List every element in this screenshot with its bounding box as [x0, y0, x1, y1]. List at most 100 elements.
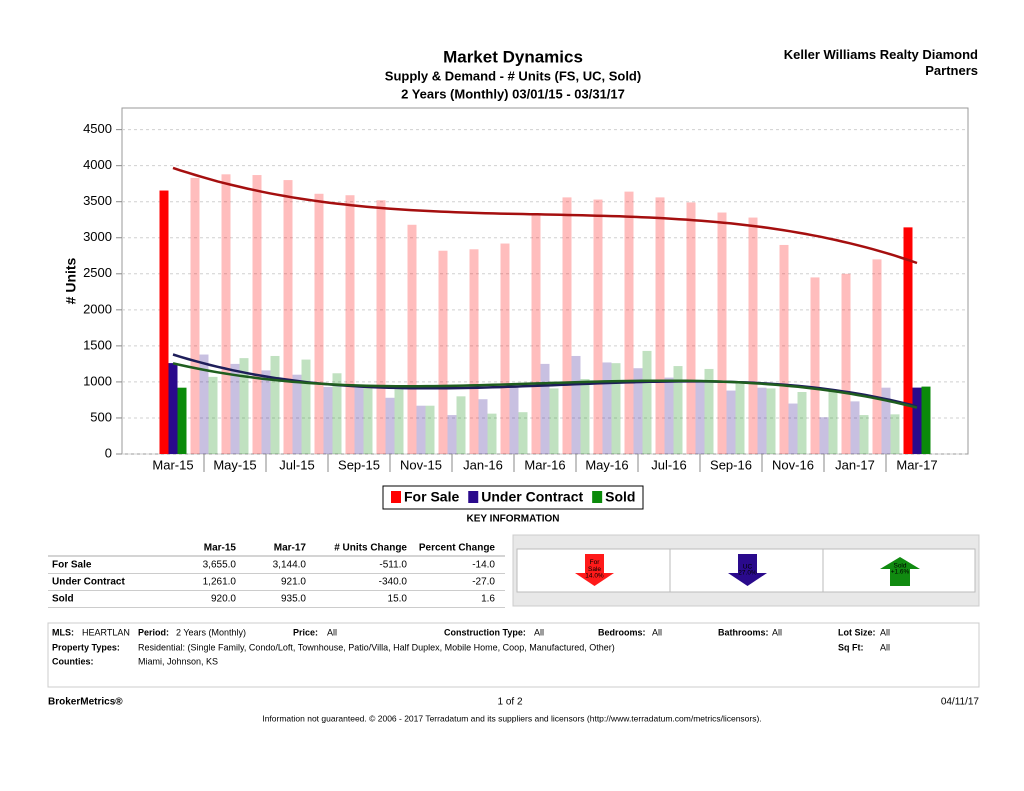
bar — [593, 199, 603, 454]
bar — [190, 177, 200, 454]
criteria-value: HEARTLAN — [82, 627, 130, 637]
y-tick-label: 3500 — [83, 193, 112, 208]
bar — [695, 380, 705, 454]
x-tick-label: Mar-15 — [152, 457, 193, 472]
criteria-label: Period: — [138, 627, 169, 637]
bar — [903, 227, 913, 454]
bar — [425, 405, 435, 454]
table-cell: 1,261.0 — [203, 577, 237, 588]
arrow-down — [728, 554, 767, 586]
brand: BrokerMetrics® — [48, 697, 123, 708]
criteria-label: Price: — [293, 627, 318, 637]
x-tick-label: May-16 — [585, 457, 628, 472]
trend-line — [172, 362, 918, 409]
bar — [478, 399, 488, 454]
bar — [571, 355, 581, 454]
bar — [611, 363, 621, 454]
x-tick-label: Sep-16 — [710, 457, 752, 472]
bar — [850, 401, 860, 454]
bar — [159, 190, 169, 455]
legend-swatch — [468, 491, 479, 503]
indicator-change: 27.0% — [738, 570, 757, 577]
bar — [540, 363, 550, 454]
legend-swatch — [391, 491, 401, 503]
bar — [624, 191, 634, 454]
indicator-text: UC — [743, 564, 753, 571]
grid: 0 500 1000 1500 2000 2500 3000 3500 4000 4500 Mar-… — [83, 121, 968, 472]
indicator-text: For Sale — [588, 559, 601, 573]
bar — [810, 277, 820, 454]
bar — [788, 403, 798, 454]
y-tick-label: 2000 — [83, 301, 112, 316]
criteria-value: Miami, Johnson, KS — [138, 656, 218, 666]
y-tick-label: 3000 — [83, 229, 112, 244]
criteria-value: All — [534, 627, 544, 637]
bar — [704, 368, 714, 454]
criteria-value: All — [652, 627, 662, 637]
y-tick-label: 2500 — [83, 265, 112, 280]
criteria-label: Property Types: — [52, 642, 120, 652]
table-cell: 15.0 — [388, 594, 408, 605]
table-cell: 3,144.0 — [273, 560, 307, 571]
bar — [655, 197, 665, 454]
bar — [748, 217, 758, 454]
bar — [531, 213, 541, 454]
x-tick-label: May-15 — [213, 457, 256, 472]
bar — [872, 259, 882, 454]
x-tick-label: Nov-15 — [400, 457, 442, 472]
arrow-down — [575, 554, 614, 586]
bar — [841, 273, 851, 454]
bar — [673, 366, 683, 454]
page-number: 1 of 2 — [497, 697, 522, 708]
bar — [912, 387, 922, 454]
y-tick-label: 0 — [105, 445, 112, 460]
criteria-label: Counties: — [52, 656, 94, 666]
bar — [394, 386, 404, 454]
bar — [230, 363, 240, 454]
x-tick-label: Jul-16 — [651, 457, 686, 472]
bar — [447, 415, 457, 454]
criteria-label: Sq Ft: — [838, 642, 864, 652]
chart-title: Market Dynamics — [443, 47, 583, 66]
disclaimer: Information not guaranteed. © 2006 - 201… — [262, 713, 761, 723]
bar — [797, 392, 807, 454]
table-cell: -340.0 — [379, 577, 408, 588]
column-header: Mar-15 — [204, 543, 237, 554]
criteria-label: Lot Size: — [838, 627, 876, 637]
indicator-change: 14.0% — [585, 573, 604, 580]
legend-label: For Sale — [404, 489, 459, 505]
bar — [735, 381, 745, 454]
bar — [261, 370, 271, 454]
key-title: KEY INFORMATION — [467, 514, 560, 525]
bar — [819, 417, 829, 454]
bar — [407, 224, 417, 454]
bar — [562, 197, 572, 454]
criteria-label: Bathrooms: — [718, 627, 769, 637]
bar — [633, 368, 643, 454]
y-tick-label: 4000 — [83, 157, 112, 172]
bar — [252, 175, 262, 454]
bar — [509, 387, 519, 454]
y-axis-label: # Units — [63, 257, 79, 304]
criteria-label: Construction Type: — [444, 627, 526, 637]
bar — [314, 193, 324, 454]
key-table: Mar-15 Mar-17 # Units Change Percent Change… — [48, 543, 505, 608]
legend-label: Sold — [605, 489, 635, 505]
row-label: For Sale — [52, 560, 92, 571]
bar — [416, 405, 426, 454]
bar — [323, 386, 333, 454]
bar — [345, 195, 355, 455]
indicator-change: +1.6% — [891, 569, 910, 576]
column-header: Percent Change — [419, 543, 496, 554]
column-header: Mar-17 — [274, 543, 307, 554]
bar — [208, 376, 218, 454]
column-header: # Units Change — [334, 543, 407, 554]
bar — [332, 373, 342, 454]
y-tick-label: 1000 — [83, 373, 112, 388]
criteria-value: All — [772, 627, 782, 637]
bar — [168, 363, 178, 454]
bar — [270, 355, 280, 454]
x-tick-label: Jan-17 — [835, 457, 875, 472]
row-label: Sold — [52, 594, 74, 605]
